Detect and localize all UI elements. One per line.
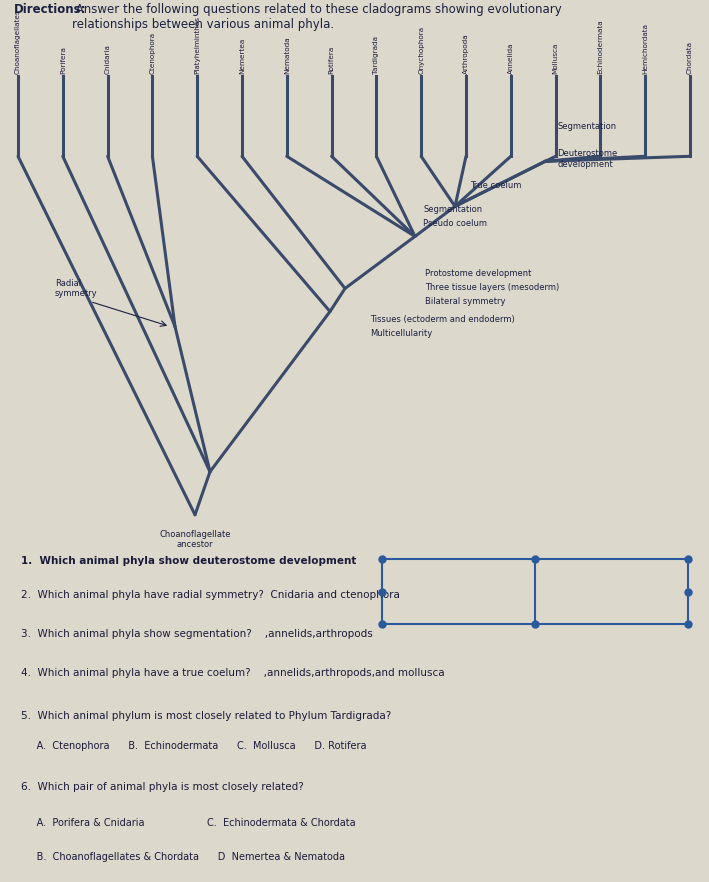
Text: Segmentation: Segmentation bbox=[557, 123, 616, 131]
Text: Pseudo coelum: Pseudo coelum bbox=[423, 220, 487, 228]
Text: Multicellularity: Multicellularity bbox=[370, 328, 432, 338]
Text: Ctenophora: Ctenophora bbox=[150, 32, 155, 74]
Text: Mollusca: Mollusca bbox=[552, 43, 559, 74]
Text: B.  Choanoflagellates & Chordata      D  Nemertea & Nematoda: B. Choanoflagellates & Chordata D Nemert… bbox=[21, 851, 345, 862]
Text: Chordata: Chordata bbox=[687, 41, 693, 74]
Text: 6.  Which pair of animal phyla is most closely related?: 6. Which pair of animal phyla is most cl… bbox=[21, 782, 303, 792]
Text: Rotifera: Rotifera bbox=[328, 46, 335, 74]
Text: 2.  Which animal phyla have radial symmetry?  Cnidaria and ctenophora: 2. Which animal phyla have radial symmet… bbox=[21, 590, 400, 600]
Text: A.  Ctenophora      B.  Echinodermata      C.  Mollusca      D. Rotifera: A. Ctenophora B. Echinodermata C. Mollus… bbox=[21, 741, 367, 751]
Text: Cnidaria: Cnidaria bbox=[105, 44, 111, 74]
Text: Bilateral symmetry: Bilateral symmetry bbox=[425, 297, 506, 306]
Text: 3.  Which animal phyla show segmentation?    ,annelids,arthropods: 3. Which animal phyla show segmentation?… bbox=[21, 629, 373, 639]
Text: A.  Porifera & Cnidaria                    C.  Echinodermata & Chordata: A. Porifera & Cnidaria C. Echinodermata … bbox=[21, 818, 356, 827]
Text: Three tissue layers (mesoderm): Three tissue layers (mesoderm) bbox=[425, 283, 559, 293]
Text: Platyhelminthes: Platyhelminthes bbox=[194, 16, 200, 74]
Text: True coelum: True coelum bbox=[470, 182, 521, 191]
Text: Directions:: Directions: bbox=[14, 3, 86, 16]
Text: Tissues (ectoderm and endoderm): Tissues (ectoderm and endoderm) bbox=[370, 315, 515, 324]
Text: Answer the following questions related to these cladograms showing evolutionary
: Answer the following questions related t… bbox=[72, 3, 562, 31]
Text: Echinodermata: Echinodermata bbox=[598, 19, 603, 74]
Text: 1.  Which animal phyla show deuterostome development: 1. Which animal phyla show deuterostome … bbox=[21, 557, 357, 566]
Text: Arthropoda: Arthropoda bbox=[463, 34, 469, 74]
Text: Nemertea: Nemertea bbox=[239, 38, 245, 74]
Text: Porifera: Porifera bbox=[60, 46, 66, 74]
Text: Tardigrada: Tardigrada bbox=[374, 36, 379, 74]
Text: Hemichordata: Hemichordata bbox=[642, 23, 648, 74]
Text: Protostome development: Protostome development bbox=[425, 270, 531, 279]
Text: Choanoflagellates: Choanoflagellates bbox=[15, 10, 21, 74]
Text: Deuterostome
development: Deuterostome development bbox=[557, 149, 618, 168]
Text: Nematoda: Nematoda bbox=[284, 36, 290, 74]
Text: Choanoflagellate
ancestor: Choanoflagellate ancestor bbox=[160, 530, 230, 549]
Text: Radial
symmetry: Radial symmetry bbox=[55, 279, 98, 298]
Text: 4.  Which animal phyla have a true coelum?    ,annelids,arthropods,and mollusca: 4. Which animal phyla have a true coelum… bbox=[21, 669, 445, 678]
Text: 5.  Which animal phylum is most closely related to Phylum Tardigrada?: 5. Which animal phylum is most closely r… bbox=[21, 711, 391, 721]
Text: Onychophora: Onychophora bbox=[418, 26, 424, 74]
Text: Segmentation: Segmentation bbox=[423, 206, 482, 214]
Text: Annelida: Annelida bbox=[508, 42, 514, 74]
